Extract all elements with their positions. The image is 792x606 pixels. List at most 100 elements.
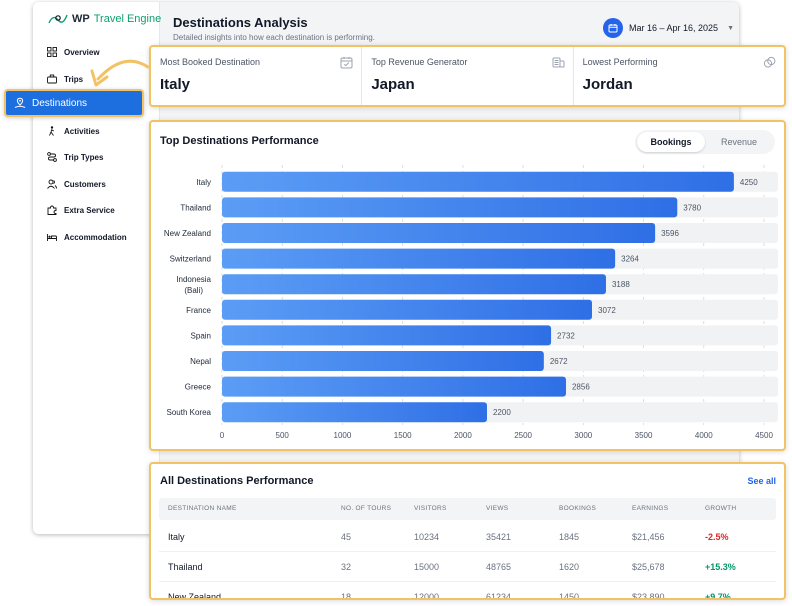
sidebar-item-extra-service[interactable]: Extra Service xyxy=(47,205,115,215)
date-range-text: Mar 16 – Apr 16, 2025 xyxy=(629,23,719,33)
bar xyxy=(222,351,544,371)
category-label: Indonesia (Bali) xyxy=(176,275,211,295)
users-icon xyxy=(47,179,57,189)
hiker-icon xyxy=(49,126,55,136)
sidebar-item-destinations[interactable]: Destinations xyxy=(4,89,144,117)
top-destinations-chart-card: Top Destinations Performance Bookings Re… xyxy=(149,120,786,451)
bar xyxy=(222,197,678,218)
grid-icon xyxy=(47,47,57,57)
x-tick-label: 1500 xyxy=(394,431,412,440)
bar xyxy=(222,223,656,243)
table-row[interactable]: New Zealand 18 12000 61234 1450 $23,890 … xyxy=(159,582,776,600)
column-header[interactable]: Visitors xyxy=(414,505,447,512)
sidebar-item-accommodation[interactable]: Accommodation xyxy=(47,232,127,242)
sidebar-item-customers[interactable]: Customers xyxy=(47,179,106,189)
bar xyxy=(222,402,487,423)
data-label: 3264 xyxy=(621,255,639,264)
visitors-count: 15000 xyxy=(414,562,440,572)
sidebar-item-trips[interactable]: Trips xyxy=(47,74,83,84)
table-row[interactable]: Italy 45 10234 35421 1845 $21,456 -2.5% xyxy=(159,522,776,552)
earnings-value: $21,456 xyxy=(632,532,665,542)
bar xyxy=(222,299,593,320)
page-title: Destinations Analysis xyxy=(173,15,308,30)
see-all-link[interactable]: See all xyxy=(747,476,776,486)
destination-name: New Zealand xyxy=(168,592,222,600)
kpi-summary-card: Most Booked Destination Italy Top Revenu… xyxy=(149,45,786,107)
data-label: 3072 xyxy=(598,306,616,315)
category-label: Italy xyxy=(196,178,211,187)
table-row[interactable]: Thailand 32 15000 48765 1620 $25,678 +15… xyxy=(159,552,776,582)
sidebar-item-label: Destinations xyxy=(32,97,88,109)
earnings-value: $25,678 xyxy=(632,562,665,572)
kpi-top-revenue: Top Revenue Generator Japan xyxy=(361,47,572,105)
data-label: 2732 xyxy=(557,331,575,340)
sidebar-item-trip-types[interactable]: Trip Types xyxy=(47,152,103,162)
suitcase-icon xyxy=(47,74,57,84)
data-label: 4250 xyxy=(740,178,758,187)
toggle-revenue[interactable]: Revenue xyxy=(720,137,758,147)
column-header[interactable]: Destination Name xyxy=(168,505,237,512)
coins-icon xyxy=(552,57,565,68)
location-pin-icon xyxy=(14,97,26,108)
views-count: 48765 xyxy=(486,562,512,572)
x-tick-label: 4500 xyxy=(755,431,773,440)
data-label: 3188 xyxy=(612,280,630,289)
tours-count: 18 xyxy=(341,592,352,600)
category-label: Greece xyxy=(185,383,212,392)
kpi-label: Top Revenue Generator xyxy=(371,57,468,67)
coins-outline-icon xyxy=(763,56,776,68)
calendar-icon xyxy=(608,24,618,33)
column-header[interactable]: Earnings xyxy=(632,505,669,512)
chevron-down-icon: ▼ xyxy=(727,24,734,32)
bar xyxy=(222,248,616,269)
chart-title: Top Destinations Performance xyxy=(160,135,319,147)
x-tick-label: 2000 xyxy=(454,431,472,440)
category-label: Spain xyxy=(191,331,211,340)
kpi-label: Lowest Performing xyxy=(582,57,658,67)
data-label: 3596 xyxy=(661,229,679,238)
kpi-value: Japan xyxy=(371,76,415,93)
sidebar-item-label: Extra Service xyxy=(64,205,115,215)
kpi-lowest-performing: Lowest Performing Jordan xyxy=(572,47,784,105)
x-tick-label: 3000 xyxy=(574,431,592,440)
logo-icon xyxy=(48,14,68,24)
tours-count: 32 xyxy=(341,562,352,572)
x-tick-label: 2500 xyxy=(514,431,532,440)
growth-value: +9.7% xyxy=(705,592,731,600)
kpi-value: Jordan xyxy=(582,76,633,93)
calendar-button[interactable] xyxy=(603,18,623,38)
logo-wp: WP xyxy=(72,13,90,25)
data-label: 2856 xyxy=(572,383,590,392)
tours-count: 45 xyxy=(341,532,352,542)
category-label: New Zealand xyxy=(164,229,211,238)
column-header[interactable]: Views xyxy=(486,505,509,512)
data-label: 3780 xyxy=(683,203,701,212)
date-range-picker[interactable]: Mar 16 – Apr 16, 2025 ▼ xyxy=(603,18,734,38)
bookings-count: 1845 xyxy=(559,532,580,542)
sidebar-item-label: Overview xyxy=(64,47,100,57)
bar xyxy=(222,376,566,397)
sidebar-item-activities[interactable]: Activities xyxy=(47,126,100,136)
category-label: France xyxy=(186,306,211,315)
visitors-count: 10234 xyxy=(414,532,440,542)
column-header[interactable]: No. of Tours xyxy=(341,505,392,512)
bar xyxy=(222,325,552,346)
sidebar-item-overview[interactable]: Overview xyxy=(47,47,100,57)
column-header[interactable]: Growth xyxy=(705,505,737,512)
column-header[interactable]: Bookings xyxy=(559,505,597,512)
metric-toggle[interactable]: Bookings Revenue xyxy=(635,130,775,154)
x-tick-label: 4000 xyxy=(695,431,713,440)
all-destinations-table-card: All Destinations Performance See all Des… xyxy=(149,462,786,600)
toggle-bookings[interactable]: Bookings xyxy=(637,132,705,152)
x-tick-label: 0 xyxy=(220,431,225,440)
category-label: Nepal xyxy=(190,357,211,366)
curved-arrow-icon xyxy=(90,59,150,87)
x-tick-label: 3500 xyxy=(635,431,653,440)
bar-chart: 0 500 1000 1500 2000 2500 3000 3500 4000 4500 4250… xyxy=(164,165,778,440)
bookings-count: 1450 xyxy=(559,592,580,600)
growth-value: +15.3% xyxy=(705,562,736,572)
bookings-count: 1620 xyxy=(559,562,580,572)
route-icon xyxy=(47,152,57,162)
earnings-value: $23,890 xyxy=(632,592,665,600)
